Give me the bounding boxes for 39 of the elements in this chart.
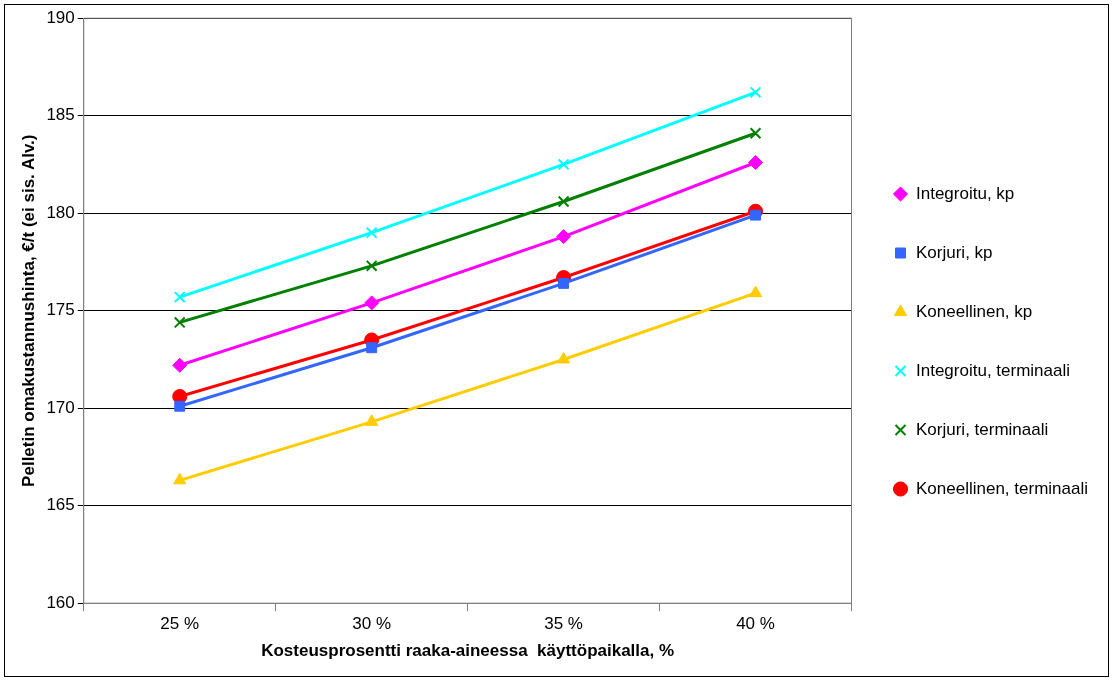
- legend-label: Korjuri, kp: [916, 242, 993, 262]
- point: [750, 209, 761, 221]
- point: [172, 357, 188, 373]
- x-tick-label: 40 %: [736, 614, 775, 634]
- y-tick-label: 160: [46, 592, 75, 612]
- point: [556, 229, 572, 245]
- point: [749, 86, 762, 99]
- point: [557, 351, 571, 364]
- point: [173, 472, 187, 485]
- x-axis-title: Kosteusprosentti raaka-aineessa käyttöpaikalla, %: [261, 641, 675, 661]
- point: [365, 259, 378, 272]
- y-tick-label: 165: [46, 495, 75, 515]
- point: [173, 291, 186, 303]
- point: [748, 155, 764, 170]
- point: [557, 195, 570, 208]
- y-tick-label: 185: [46, 105, 75, 125]
- x-tick-label: 30 %: [352, 614, 392, 634]
- legend-label: Korjuri, terminaali: [916, 419, 1049, 439]
- point: [365, 226, 378, 239]
- point: [748, 285, 763, 298]
- y-axis-title: Pelletin omakustannushinta, €/t (ei sis. Alv.): [18, 134, 38, 487]
- point: [557, 158, 570, 171]
- y-tick-label: 180: [46, 202, 75, 222]
- x-tick-label: 35 %: [544, 614, 583, 634]
- y-tick-label: 190: [46, 7, 75, 27]
- legend-label: Koneellinen, kp: [916, 301, 1033, 321]
- point: [173, 316, 186, 329]
- point: [558, 277, 570, 289]
- point: [366, 342, 378, 354]
- y-tick-label: 175: [46, 300, 75, 320]
- legend-label: Integroitu, kp: [916, 183, 1015, 203]
- y-tick-label: 170: [46, 397, 75, 417]
- point: [749, 127, 762, 140]
- legend-label: Integroitu, terminaali: [916, 360, 1071, 380]
- point: [174, 400, 186, 412]
- legend-label: Koneellinen, terminaali: [916, 478, 1089, 498]
- x-tick-label: 25 %: [160, 614, 200, 634]
- point: [365, 414, 379, 426]
- point: [364, 295, 380, 311]
